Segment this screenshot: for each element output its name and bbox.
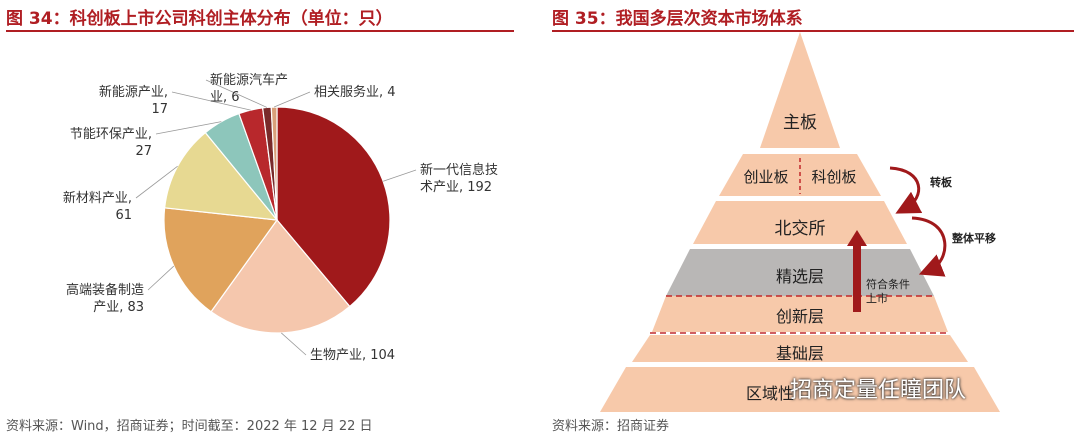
left-title-rule [6,30,514,32]
shift-arrow-label: 整体平移 [952,232,996,245]
pie-data-label: 新一代信息技术产业, 192 [420,162,498,195]
layer-innovation: 创新层 [775,307,824,326]
tier-select [666,249,934,296]
pie-data-label: 节能环保产业, 27 [70,127,152,159]
pie-leader-line [273,91,311,108]
right-figure-title: 图 35：我国多层次资本市场体系 [552,9,803,29]
layer-bse: 北交所 [774,219,826,239]
listing-arrow-head [847,230,867,246]
pie-data-label: 相关服务业, 4 [314,84,396,100]
layer-main-board: 主板 [783,113,817,133]
layer-basic: 基础层 [775,344,824,363]
pie-data-label: 新材料产业, 61 [63,190,132,223]
pie-slice [276,106,391,308]
layer-regional: 区域性 [745,384,794,403]
pie-leader-line [147,265,175,291]
pie-data-label: 高端装备制造产业, 83 [66,282,144,315]
upgrade-arrow [889,166,923,214]
shift-arrow [911,216,947,277]
layer-star-market: 科创板 [811,168,857,186]
left-source: 资料来源：Wind，招商证券；时间截至：2022 年 12 月 22 日 [6,419,373,434]
upgrade-arrow-label: 转板 [930,176,952,189]
listing-arrow-shaft [853,244,861,312]
right-title-rule [552,30,1074,32]
pie-leader-line [135,165,178,199]
right-source: 资料来源：招商证券 [552,419,670,434]
pie-slice [210,219,351,334]
tier-main-board [760,32,840,148]
pie-chart: 新一代信息技术产业, 192 生物产业, 104 高端装备制造产业, 83 新材料产业… [63,72,498,363]
pie-data-label: 新能源产业, 17 [99,84,168,117]
layer-select: 精选层 [775,267,824,286]
pie-data-label: 新能源汽车产业, 6 [210,72,288,105]
pie-data-label: 生物产业, 104 [310,348,395,363]
tier-regional [600,367,1000,412]
watermark: 招商定量任瞳团队 [790,378,967,403]
pie-leader-line [383,169,417,182]
left-figure-title: 图 34：科创板上市公司科创主体分布（单位：只） [6,9,393,29]
listing-arrow-label: 符合条件上市 [866,278,910,305]
tier-basic [632,335,968,362]
pie-leader-line [281,332,307,356]
pie-slice [270,106,278,221]
tier-innovation [652,296,948,332]
layer-chinext: 创业板 [743,168,789,186]
pie-leader-line [171,91,251,111]
pie-leader-line [205,79,268,108]
tier-bse [693,201,907,244]
pie-slice [163,131,279,221]
pie-leader-line [155,121,222,135]
